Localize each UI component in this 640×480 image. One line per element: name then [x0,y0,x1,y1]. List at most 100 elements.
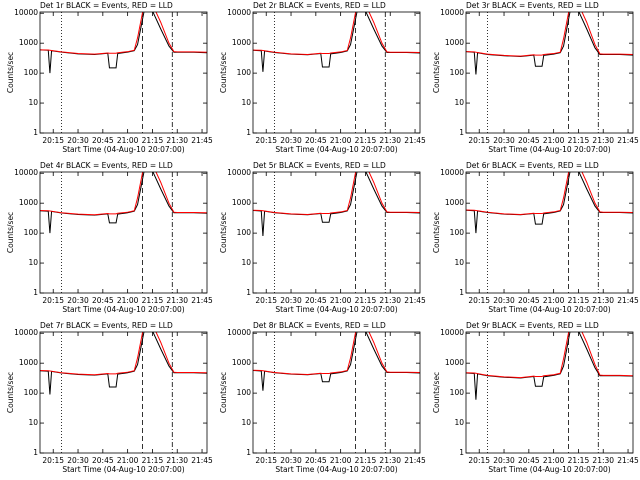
plot-frame [252,331,421,454]
y-tick-label: 10000 [227,328,251,337]
series-line [466,172,633,215]
x-tick-label: 21:15 [568,456,590,465]
y-tick-label: 100 [24,228,39,237]
y-tick-label: 1 [33,288,38,297]
y-tick-label: 10000 [14,168,38,177]
y-axis-label: Counts/sec [219,372,228,413]
x-tick-label: 20:30 [280,456,302,465]
x-axis-label: Start Time (04-Aug-10 20:07:00) [275,145,397,154]
x-axis-label: Start Time (04-Aug-10 20:07:00) [488,305,610,314]
x-tick-label: 20:30 [280,136,302,145]
y-tick-label: 100 [237,388,252,397]
x-tick-label: 21:00 [117,296,139,305]
y-tick-label: 1 [459,288,464,297]
panel: Det 4r BLACK = Events, RED = LLD Start Ti… [6,161,213,314]
plot-frame [39,171,208,294]
x-axis-label: Start Time (04-Aug-10 20:07:00) [488,465,610,474]
x-tick-label: 20:15 [42,296,64,305]
y-axis-label: Counts/sec [432,212,441,253]
y-tick-label: 100 [450,228,465,237]
y-tick-label: 1000 [19,198,38,207]
x-tick-label: 20:15 [255,456,277,465]
chart-title: Det 8r BLACK = Events, RED = LLD [253,321,386,330]
chart-title: Det 3r BLACK = Events, RED = LLD [466,1,599,10]
series-line [466,12,633,57]
y-tick-label: 1000 [445,38,464,47]
x-tick-label: 21:15 [142,456,164,465]
y-tick-label: 10 [454,98,464,107]
y-tick-label: 10 [241,98,251,107]
x-tick-label: 21:45 [191,296,213,305]
panel: Det 9r BLACK = Events, RED = LLD Start Ti… [432,321,639,474]
panel: Det 5r BLACK = Events, RED = LLD Start Ti… [219,161,426,314]
plot-frame [465,331,634,454]
y-tick-label: 1000 [19,38,38,47]
x-tick-label: 21:30 [592,136,614,145]
x-axis-label: Start Time (04-Aug-10 20:07:00) [488,145,610,154]
x-tick-label: 21:15 [355,456,377,465]
series-line [40,12,207,55]
x-tick-label: 21:15 [355,136,377,145]
y-tick-label: 10000 [440,328,464,337]
x-tick-label: 21:45 [191,136,213,145]
x-tick-label: 20:15 [42,136,64,145]
x-axis-label: Start Time (04-Aug-10 20:07:00) [62,305,184,314]
x-tick-label: 20:30 [493,296,515,305]
x-tick-label: 20:15 [42,456,64,465]
y-tick-label: 1 [246,128,251,137]
x-tick-label: 20:45 [518,296,540,305]
x-tick-label: 21:30 [379,136,401,145]
x-tick-label: 21:00 [330,296,352,305]
x-tick-label: 21:15 [568,136,590,145]
x-tick-label: 21:45 [404,136,426,145]
y-tick-label: 1000 [445,358,464,367]
x-tick-label: 20:45 [92,296,114,305]
series-line [253,332,420,375]
y-tick-label: 1 [33,448,38,457]
y-axis-label: Counts/sec [6,372,15,413]
panel: Det 8r BLACK = Events, RED = LLD Start Ti… [219,321,426,474]
y-tick-label: 100 [237,228,252,237]
x-tick-label: 20:30 [67,136,89,145]
x-tick-label: 20:45 [92,136,114,145]
y-tick-label: 1000 [232,358,251,367]
x-tick-label: 20:15 [468,296,490,305]
x-tick-label: 21:15 [568,296,590,305]
x-tick-label: 21:45 [617,296,639,305]
y-tick-label: 1 [246,288,251,297]
y-axis-label: Counts/sec [219,52,228,93]
y-tick-label: 1 [246,448,251,457]
series-line [466,332,633,379]
x-tick-label: 21:15 [142,296,164,305]
y-tick-label: 1 [33,128,38,137]
y-tick-label: 10 [241,418,251,427]
x-tick-label: 21:45 [404,296,426,305]
x-tick-label: 21:00 [543,296,565,305]
x-axis-label: Start Time (04-Aug-10 20:07:00) [275,465,397,474]
x-tick-label: 20:15 [255,296,277,305]
plot-frame [465,11,634,134]
plot-frame [252,171,421,294]
x-tick-label: 20:15 [468,456,490,465]
x-tick-label: 20:30 [280,296,302,305]
y-tick-label: 10 [454,418,464,427]
y-tick-label: 1000 [19,358,38,367]
y-tick-label: 10000 [14,8,38,17]
x-axis-label: Start Time (04-Aug-10 20:07:00) [62,465,184,474]
y-tick-label: 1000 [232,198,251,207]
y-tick-label: 100 [237,68,252,77]
x-tick-label: 21:30 [592,456,614,465]
x-tick-label: 20:45 [518,136,540,145]
x-tick-label: 21:45 [617,136,639,145]
x-tick-label: 21:45 [617,456,639,465]
x-tick-label: 20:30 [67,456,89,465]
plot-frame [39,11,208,134]
x-axis-label: Start Time (04-Aug-10 20:07:00) [275,305,397,314]
y-tick-label: 100 [450,68,465,77]
y-tick-label: 1000 [232,38,251,47]
y-tick-label: 100 [24,388,39,397]
x-tick-label: 20:30 [493,136,515,145]
x-tick-label: 20:45 [305,296,327,305]
plot-frame [39,331,208,454]
